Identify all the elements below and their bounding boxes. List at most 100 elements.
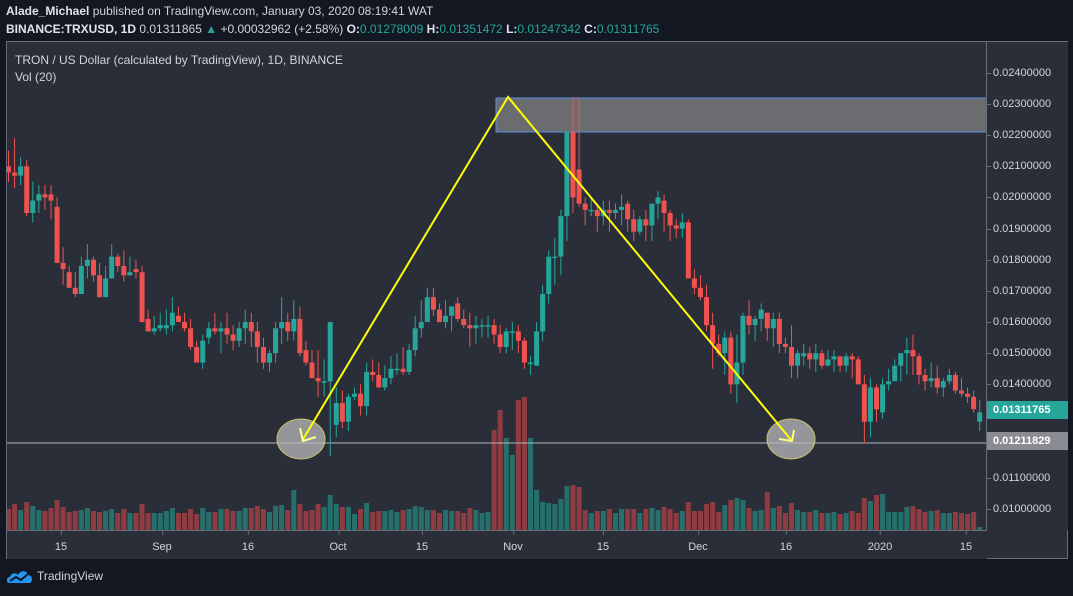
time-tick: Oct (329, 531, 347, 553)
volume-bar (782, 513, 788, 530)
publish-info: Alade_Michael published on TradingView.c… (6, 4, 433, 18)
time-tick: 15 (415, 531, 429, 553)
volume-bar (843, 513, 849, 530)
volume-bar (631, 509, 637, 530)
candle-body (655, 197, 661, 204)
candle-body (649, 203, 655, 226)
high-label: H: (426, 22, 440, 36)
volume-bar (157, 513, 163, 530)
candle-body (540, 294, 546, 332)
volume-bar (515, 400, 521, 530)
volume-bar (813, 510, 819, 530)
volume-bar (685, 502, 691, 530)
current-price-label: 0.01311765 (987, 401, 1068, 419)
candle-body (782, 343, 788, 347)
candle-body (625, 203, 631, 220)
candle-body (430, 297, 436, 310)
price-tick: 0.01900000 (986, 222, 1052, 235)
price-axis[interactable]: 0.02400000 0.02300000 0.02200000 0.02100000… (986, 42, 1068, 530)
volume-bar (734, 498, 740, 530)
volume-bar (837, 514, 843, 530)
volume-bar (455, 511, 461, 530)
volume-bar (133, 513, 139, 530)
candle-body (54, 206, 60, 263)
volume-bar (200, 508, 206, 530)
volume-bar (418, 507, 424, 530)
volume-bar (770, 508, 776, 530)
candle-body (576, 169, 582, 204)
candle-body (194, 346, 200, 363)
candle-body (940, 381, 946, 388)
author-name[interactable]: Alade_Michael (6, 4, 90, 18)
candle-body (121, 265, 127, 276)
candle-body (710, 325, 716, 344)
volume-bar (958, 513, 964, 530)
candle-body (145, 318, 151, 332)
volume-bar (242, 508, 248, 530)
price-tick: 0.01000000 (986, 502, 1052, 515)
volume-bar (291, 490, 297, 530)
volume-bar (103, 511, 109, 530)
volume-bar (600, 511, 606, 530)
volume-bar (704, 504, 710, 530)
volume-bar (582, 510, 588, 530)
candle-body (236, 328, 242, 341)
candle-body (370, 371, 376, 376)
symbol-info: BINANCE:TRXUSD, 1D 0.01311865 ▲ +0.00032… (6, 22, 659, 36)
candlestick-chart[interactable] (7, 42, 987, 530)
candle-body (503, 331, 509, 347)
candle-body (455, 303, 461, 319)
volume-bar (552, 504, 558, 530)
candle-body (685, 222, 691, 279)
candle-body (928, 378, 934, 382)
volume-bar (7, 509, 11, 530)
volume-bar (400, 510, 406, 530)
candle-body (315, 378, 321, 382)
candle-body (776, 318, 782, 344)
volume-bar (78, 510, 84, 530)
candle-body (254, 331, 260, 347)
candle-body (382, 378, 388, 388)
candle-body (619, 206, 625, 210)
candle-body (218, 328, 224, 332)
tradingview-cloud-icon (7, 571, 32, 583)
volume-bar (825, 513, 831, 530)
candle-body (534, 331, 540, 366)
candle-body (443, 315, 449, 323)
volume-bar (746, 508, 752, 530)
candle-body (303, 350, 309, 363)
tradingview-logo[interactable]: TradingView (7, 568, 103, 584)
volume-bar (789, 503, 795, 530)
up-arrow-icon: ▲ (205, 22, 218, 36)
volume-bar (60, 507, 66, 530)
time-axis[interactable]: 15 Sep 16 Oct 15 Nov 15 Dec 16 2020 15 (7, 530, 987, 559)
candle-body (801, 353, 807, 357)
candle-body (582, 203, 588, 210)
candle-body (436, 309, 442, 323)
time-tick: 15 (959, 531, 973, 553)
candle-body (667, 213, 673, 226)
volume-bar (880, 494, 886, 530)
candle-body (394, 368, 400, 371)
symbol-name: BINANCE:TRXUSD, 1D (6, 22, 137, 36)
volume-bar (339, 507, 345, 530)
candle-body (916, 356, 922, 376)
legend-indicator[interactable]: Vol (20) (15, 70, 57, 84)
candle-body (285, 322, 291, 332)
chart-legend: TRON / US Dollar (calculated by TradingV… (15, 52, 343, 86)
price-tick: 0.01400000 (986, 378, 1052, 391)
volume-bar (716, 512, 722, 530)
candle-body (358, 393, 364, 407)
volume-bar (182, 513, 188, 530)
candle-body (880, 384, 886, 413)
candle-body (339, 403, 345, 422)
candle-body (497, 334, 503, 347)
candle-body (789, 346, 795, 366)
volume-bar (697, 511, 703, 530)
candle-body (965, 393, 971, 397)
plot-area[interactable] (7, 42, 987, 530)
candle-body (48, 194, 54, 201)
volume-bar (285, 510, 291, 530)
candle-body (376, 375, 382, 388)
volume-bar (874, 495, 880, 530)
